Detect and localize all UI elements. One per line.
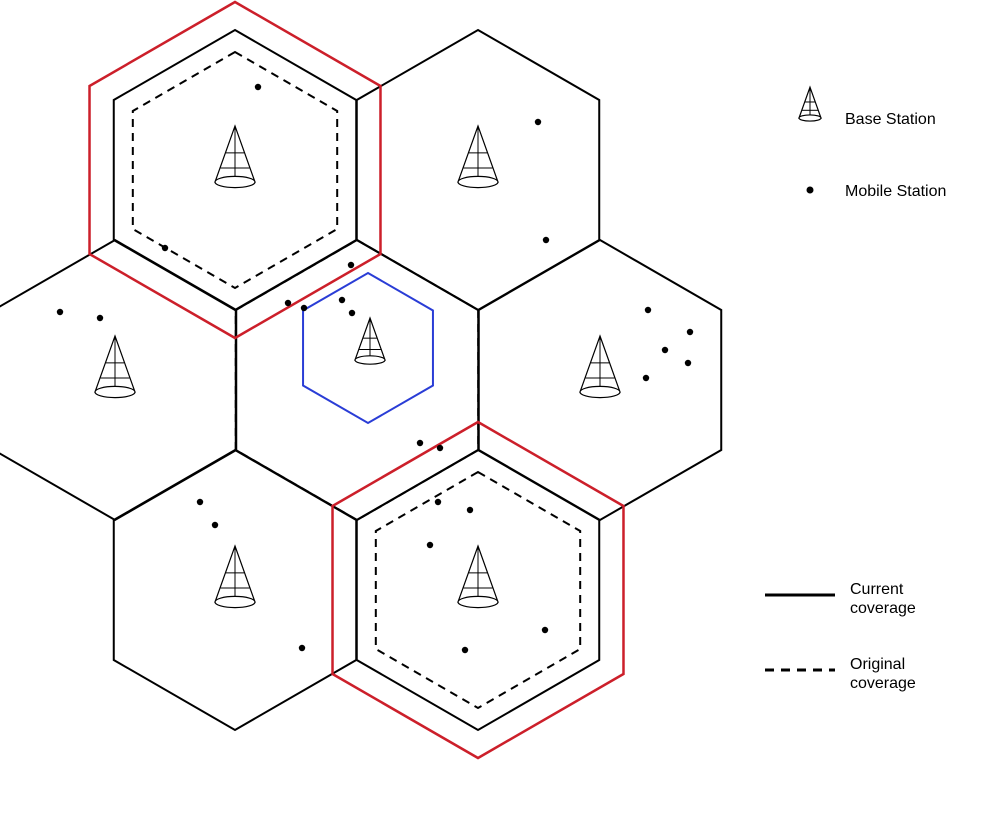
mobile-station-dot [462,647,468,653]
mobile-station-dot [97,315,103,321]
mobile-station-dot [255,84,261,90]
mobile-station-dot [685,360,691,366]
mobile-station-dot [301,305,307,311]
mobile-station-dot [662,347,668,353]
mobile-station-dot [417,440,423,446]
mobile-station-dot [687,329,693,335]
base-station-icon [799,87,821,121]
base-station-icon [215,546,255,608]
mobile-station-dot [285,300,291,306]
mobile-station-dot [643,375,649,381]
mobile-station-dot [57,309,63,315]
original-coverage-hexagon [236,240,478,520]
mobile-station-dot [437,445,443,451]
base-station-icon [215,126,255,188]
mobile-station-dot [299,645,305,651]
mobile-station-dot [645,307,651,313]
mobile-station-dot [543,237,549,243]
base-station-icon [458,546,498,608]
diagram-svg [0,0,984,816]
mobile-station-dot [467,507,473,513]
legend-base-station-label: Base Station [845,110,936,129]
legend-mobile-station-label: Mobile Station [845,182,946,201]
base-station-icon [458,126,498,188]
base-station-icon [580,336,620,398]
legend-original-coverage-label: Original coverage [850,655,916,693]
mobile-station-dot [212,522,218,528]
diagram-stage: Base Station Mobile Station Current cove… [0,0,984,816]
legend-current-coverage-label: Current coverage [850,580,916,618]
base-station-icon [95,336,135,398]
mobile-station-dot [349,310,355,316]
cell-hexagon [236,240,478,520]
mobile-station-dot [535,119,541,125]
mobile-station-dot [542,627,548,633]
base-station-icon [355,318,385,364]
mobile-station-dot [348,262,354,268]
mobile-station-dot [427,542,433,548]
mobile-station-dot [339,297,345,303]
legend-mobile-station-icon [807,187,814,194]
mobile-station-dot [435,499,441,505]
mobile-station-dot [197,499,203,505]
mobile-station-dot [162,245,168,251]
